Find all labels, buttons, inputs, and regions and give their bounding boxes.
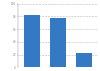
Bar bbox=[50, 18, 66, 67]
Bar bbox=[76, 53, 92, 67]
Bar bbox=[24, 15, 40, 67]
